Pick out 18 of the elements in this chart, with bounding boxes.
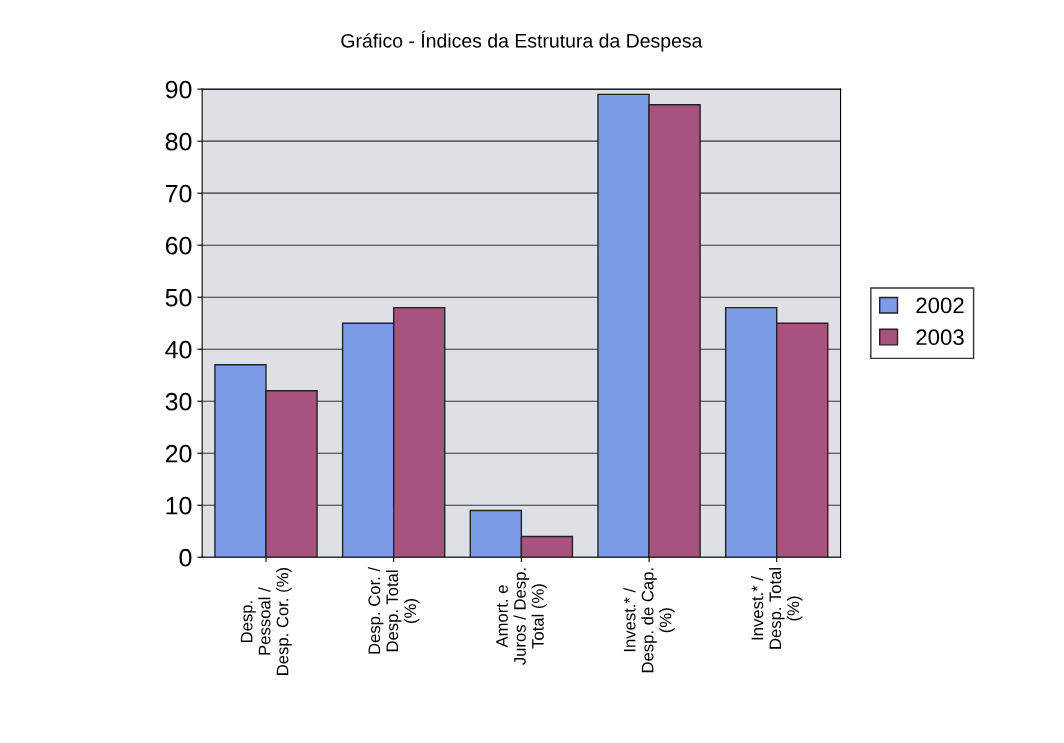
x-tick-label: Desp. Pessoal / Desp. Cor. (%) [240,568,292,675]
x-tick-label: Amort. e Juros / Desp. Total (%) [496,568,548,665]
y-tick-label: 90 [165,80,192,99]
y-tick-label: 70 [165,184,192,203]
y-tick-label: 40 [165,340,192,359]
y-tick-label: 80 [165,132,192,151]
y-tick-label: 30 [165,392,192,411]
legend-label: 2003 [916,329,964,346]
y-tick-label: 20 [165,444,192,463]
x-tick-label: Invest.* / Desp. Total (%) [751,568,803,649]
y-tick-label: 10 [166,496,192,515]
x-tick-label: Invest.* / Desp. de Cap. (%) [623,568,675,673]
chart-title: Gráfico - Índices da Estrutura da Despesa [341,30,703,52]
y-tick-label: 0 [179,548,192,567]
y-tick-label: 60 [165,236,192,255]
x-tick-label: Desp. Cor. / Desp. Total (%) [367,566,420,654]
legend-label: 2002 [916,297,964,314]
y-tick-label: 50 [165,288,192,307]
